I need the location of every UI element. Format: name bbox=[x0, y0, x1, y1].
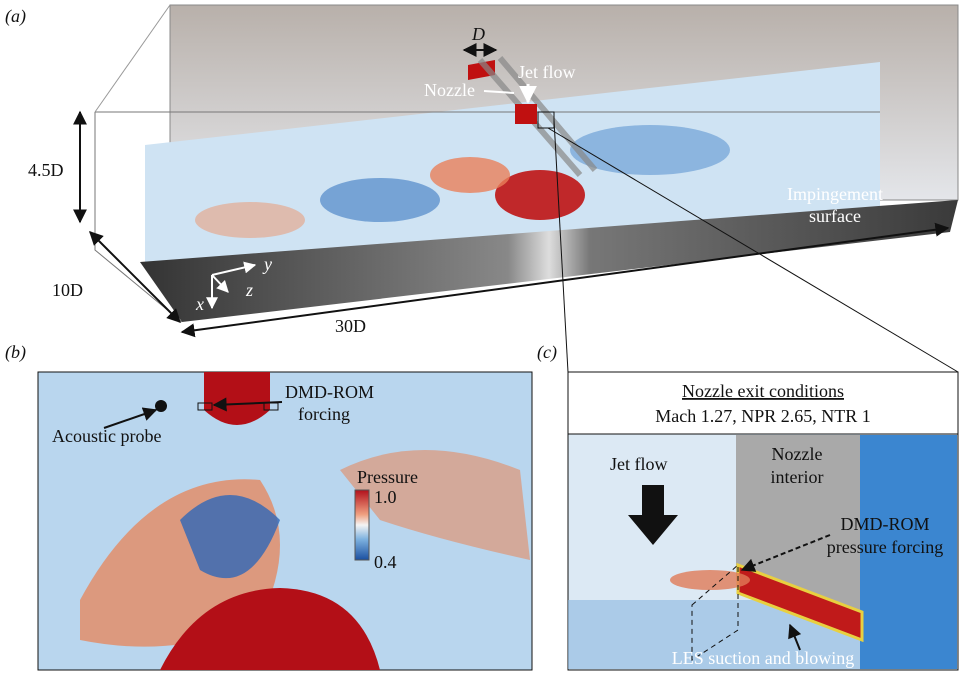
figure: (a) D Jet flow Nozzle 4.5D 10D 30D Impin… bbox=[0, 0, 961, 677]
annotation: Impingement bbox=[787, 184, 883, 204]
colorbar-title: Pressure bbox=[357, 467, 418, 487]
colorbar-label: 0.4 bbox=[374, 552, 397, 572]
annotation: Nozzle bbox=[772, 444, 823, 464]
nozzle-exit bbox=[515, 104, 537, 124]
dimension-label: 10D bbox=[52, 280, 83, 300]
annotation: DMD-ROM bbox=[840, 514, 929, 534]
annotation: LES suction and blowing bbox=[672, 648, 855, 668]
dimension-label: D bbox=[471, 24, 485, 44]
jet-core bbox=[204, 372, 270, 425]
annotation: surface bbox=[809, 206, 861, 226]
panel-b: (b) Acoustic probe DMD-ROM forcing Press… bbox=[5, 342, 532, 670]
annotation: Jet flow bbox=[518, 62, 576, 82]
dimension-label: 4.5D bbox=[28, 160, 64, 180]
colorbar bbox=[355, 490, 369, 560]
flow-blob bbox=[195, 202, 305, 238]
panel-label: (a) bbox=[5, 6, 26, 27]
header-text: Mach 1.27, NPR 2.65, NTR 1 bbox=[655, 406, 871, 426]
box-edge bbox=[95, 5, 170, 112]
panel-c: (c) Nozzle exit conditions Mach 1.27, NP… bbox=[537, 342, 958, 670]
header-title: Nozzle exit conditions bbox=[682, 381, 844, 401]
annotation: interior bbox=[771, 467, 824, 487]
annotation: pressure forcing bbox=[827, 537, 943, 557]
annotation: Nozzle bbox=[424, 80, 475, 100]
annotation: Jet flow bbox=[610, 454, 668, 474]
annotation: DMD-ROM bbox=[285, 382, 374, 402]
flow-blob bbox=[430, 157, 510, 193]
dimension-label: 30D bbox=[335, 316, 366, 336]
annotation: forcing bbox=[298, 404, 350, 424]
panel-a: (a) D Jet flow Nozzle 4.5D 10D 30D Impin… bbox=[5, 5, 958, 372]
annotation: Acoustic probe bbox=[52, 426, 161, 446]
axis-label: y bbox=[262, 254, 272, 274]
flow-blob bbox=[320, 178, 440, 222]
probe-marker bbox=[155, 400, 167, 412]
colorbar-label: 1.0 bbox=[374, 487, 397, 507]
panel-label: (b) bbox=[5, 342, 26, 363]
axis-label: x bbox=[195, 294, 204, 314]
axis-label: z bbox=[245, 280, 253, 300]
panel-label: (c) bbox=[537, 342, 557, 363]
